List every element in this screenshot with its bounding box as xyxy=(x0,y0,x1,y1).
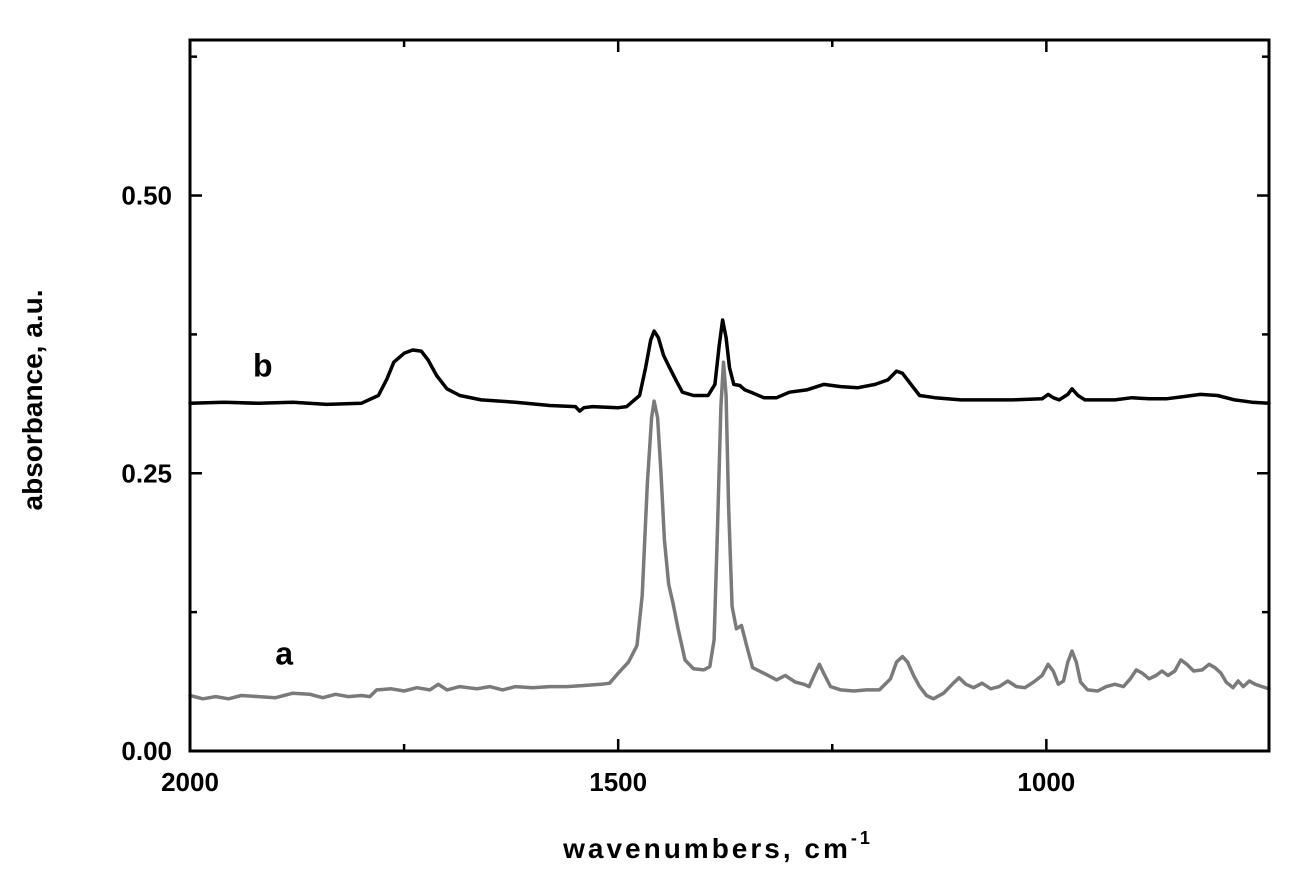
y-axis-label: absorbance, a.u. xyxy=(17,290,48,511)
x-axis-label-superscript: -1 xyxy=(851,828,873,848)
series-a-label: a xyxy=(275,635,293,671)
x-axis-label: wavenumbers, cm-1 xyxy=(562,828,873,864)
x-tick-label: 1000 xyxy=(1017,767,1075,797)
series-b-label: b xyxy=(253,348,273,384)
y-tick-label: 0.00 xyxy=(121,736,172,766)
y-tick-label: 0.25 xyxy=(121,458,172,488)
series-traces: ba xyxy=(188,318,1271,701)
tick-marks xyxy=(188,40,1269,753)
x-tick-label: 1500 xyxy=(589,767,647,797)
tick-labels: 2000 1500 1000 0.00 0.25 0.50 xyxy=(121,181,1075,797)
series-a-line xyxy=(188,360,1271,701)
plot-frame xyxy=(188,38,1271,753)
y-tick-label: 0.50 xyxy=(121,181,172,211)
series-b-line xyxy=(188,318,1271,413)
x-tick-label: 2000 xyxy=(161,767,219,797)
